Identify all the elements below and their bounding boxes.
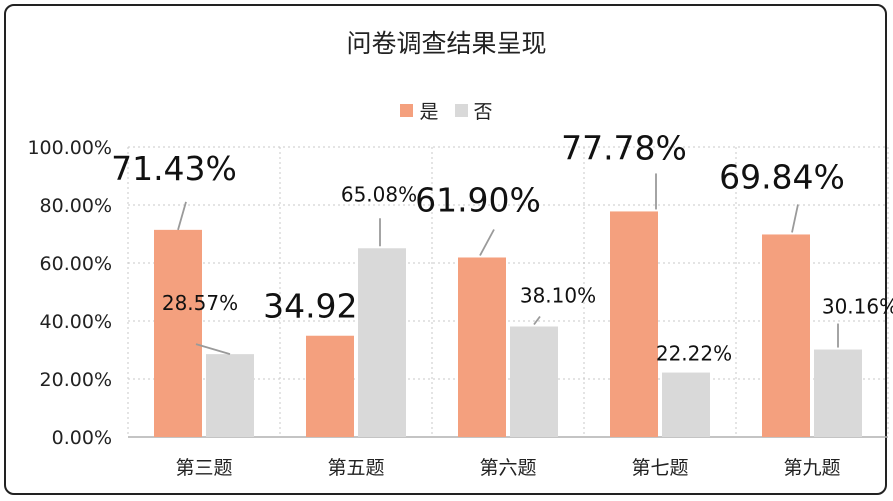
legend-item-no: 否 [454, 97, 493, 124]
bar-no [510, 326, 558, 437]
x-tick-label: 第六题 [479, 457, 536, 479]
bar-yes [458, 257, 506, 437]
legend-swatch-yes [400, 104, 414, 117]
x-tick-label: 第五题 [327, 457, 384, 479]
data-label-yes: 61.90% [415, 180, 541, 219]
data-label-no: 30.16% [822, 295, 893, 319]
label-leader-line [177, 201, 187, 231]
data-label-yes: 77.78% [561, 128, 687, 167]
x-tick-label: 第九题 [783, 457, 840, 479]
y-tick-label: 40.00% [40, 311, 112, 333]
data-label-yes: 69.84% [719, 157, 845, 196]
y-tick-label: 0.00% [52, 427, 112, 449]
bar-yes [762, 234, 810, 437]
bar-no [662, 372, 710, 437]
bar-no [814, 349, 862, 437]
bar-no [358, 248, 406, 437]
data-label-yes: 71.43% [111, 149, 237, 188]
y-tick-label: 60.00% [40, 253, 112, 275]
legend-item-yes: 是 [400, 97, 439, 124]
y-tick-label: 20.00% [40, 369, 112, 391]
bar-no [206, 354, 254, 437]
legend-label-no: 否 [473, 101, 493, 123]
x-tick-label: 第七题 [631, 457, 688, 479]
data-label-no: 22.22% [656, 342, 732, 366]
legend-swatch-no [454, 104, 468, 117]
chart-frame [4, 4, 887, 495]
data-label-no: 28.57% [162, 291, 238, 315]
bar-yes [610, 211, 658, 437]
legend: 是 否 [0, 97, 893, 124]
bar-yes [154, 229, 202, 437]
legend-label-yes: 是 [419, 101, 439, 123]
data-label-no: 38.10% [520, 284, 596, 308]
y-tick-label: 100.00% [27, 137, 112, 159]
label-leader-line [479, 229, 495, 256]
y-tick-label: 80.00% [40, 195, 112, 217]
chart-title: 问卷调查结果呈现 [346, 29, 547, 58]
label-leader-line [791, 204, 799, 233]
data-label-no: 65.08% [341, 182, 417, 206]
label-leader-line [533, 315, 541, 326]
bar-yes [306, 335, 354, 437]
label-leader-line [195, 343, 231, 356]
x-tick-label: 第三题 [175, 457, 232, 479]
